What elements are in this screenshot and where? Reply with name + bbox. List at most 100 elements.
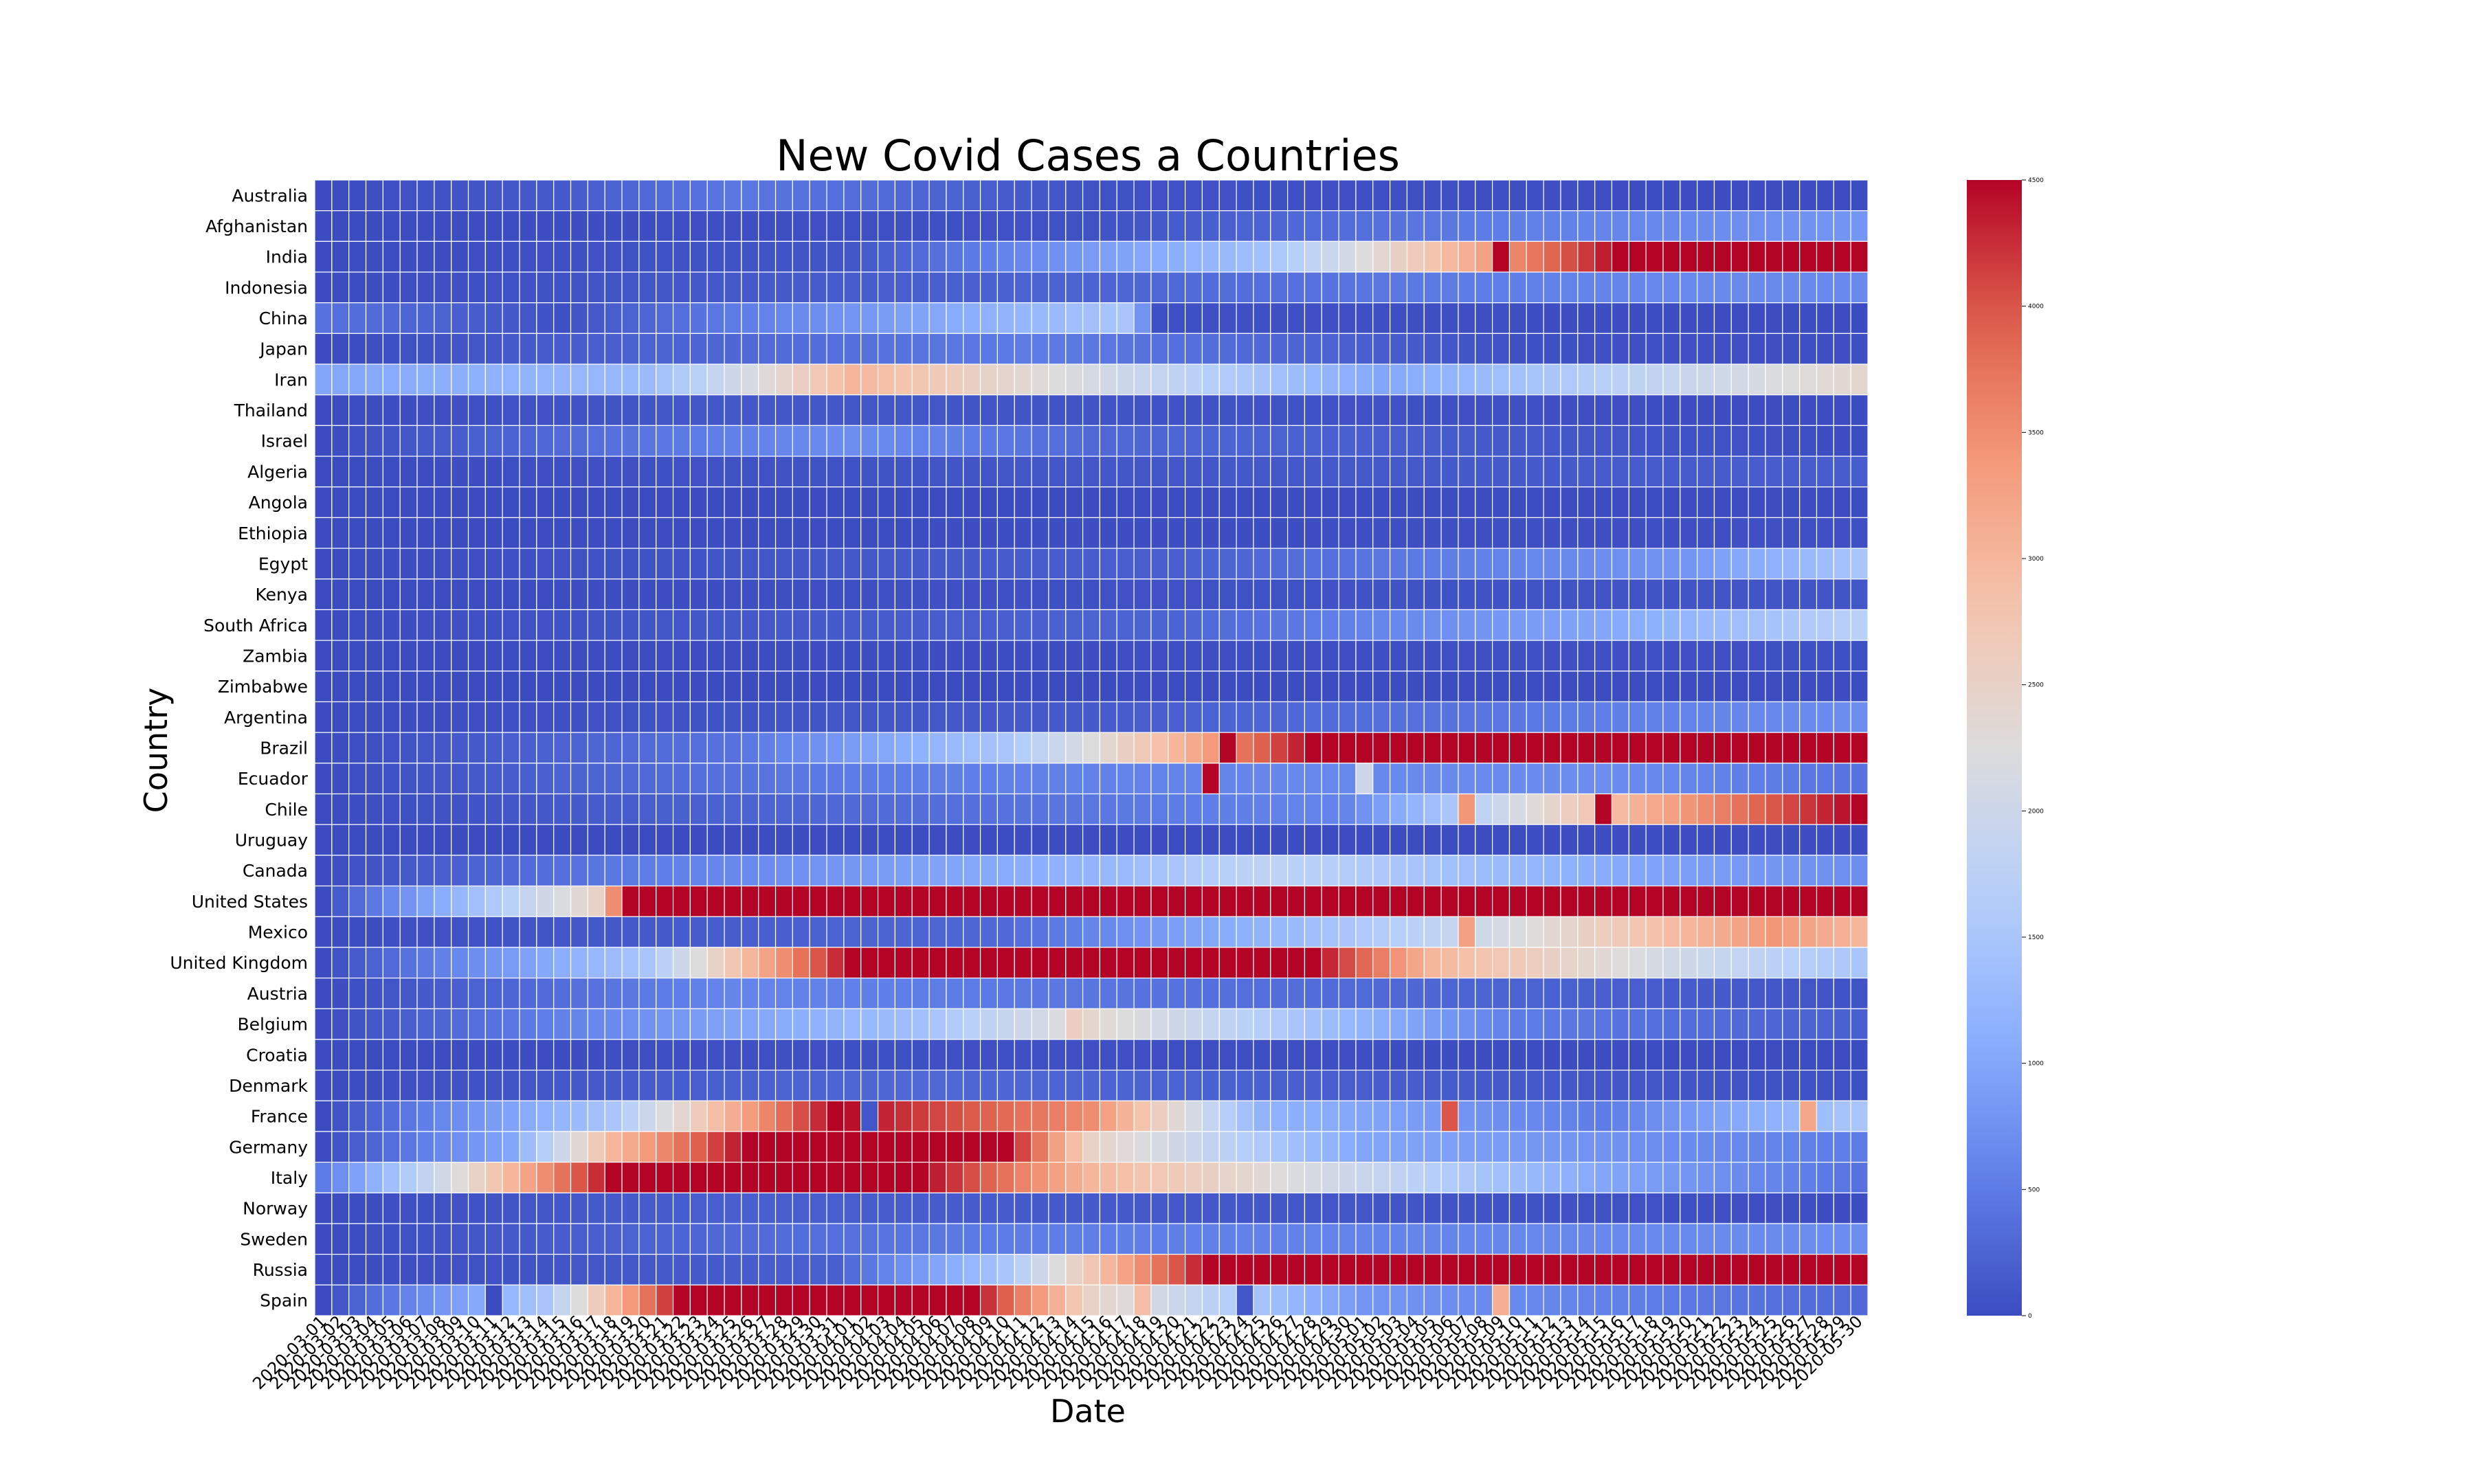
heatmap-cell (1816, 977, 1834, 1009)
heatmap-cell (1321, 1069, 1339, 1101)
heatmap-cell (1799, 1131, 1818, 1163)
heatmap-cell (1099, 763, 1117, 795)
heatmap-cell (1799, 1254, 1818, 1285)
heatmap-cell (1133, 701, 1152, 733)
heatmap-cell (331, 302, 350, 334)
heatmap-cell (1082, 947, 1101, 979)
heatmap-cell (1338, 1162, 1357, 1193)
heatmap-cell (1236, 1069, 1254, 1101)
heatmap-cell (1201, 486, 1220, 519)
heatmap-cell (502, 1069, 520, 1101)
heatmap-cell (1713, 1008, 1732, 1040)
colorbar-tick-label: 4500 (2028, 177, 2044, 184)
heatmap-cell (587, 394, 605, 427)
heatmap-cell (1713, 425, 1732, 457)
country-tick-label: Zambia (243, 647, 308, 666)
heatmap-cell (1662, 210, 1681, 242)
heatmap-cell (843, 732, 862, 764)
heatmap-cell (1748, 916, 1766, 948)
heatmap-cell (1236, 240, 1254, 273)
heatmap-cell (348, 210, 367, 242)
heatmap-cell (553, 977, 572, 1009)
heatmap-cell (1065, 210, 1084, 242)
heatmap-cell (894, 977, 913, 1009)
heatmap-cell (979, 609, 999, 641)
heatmap-cell (894, 240, 913, 273)
heatmap-cell (877, 609, 896, 641)
heatmap-cell (1133, 793, 1152, 825)
heatmap-cell (758, 1039, 777, 1071)
heatmap-cell (519, 240, 537, 273)
heatmap-cell (843, 1100, 862, 1132)
heatmap-cell (434, 640, 452, 672)
heatmap-cell (1475, 1223, 1493, 1255)
heatmap-cell (467, 824, 486, 856)
heatmap-cell (1406, 425, 1425, 457)
heatmap-cell (399, 456, 418, 488)
heatmap-cell (1816, 578, 1834, 611)
heatmap-cell (1440, 671, 1459, 703)
heatmap-cell (1286, 824, 1306, 856)
heatmap-cell (1270, 456, 1289, 488)
heatmap-cell (1014, 333, 1032, 365)
heatmap-cell (758, 1100, 777, 1132)
heatmap-cell (365, 793, 383, 825)
heatmap-cell (1390, 333, 1408, 365)
heatmap-cell (502, 363, 520, 396)
heatmap-cell (1748, 977, 1766, 1009)
heatmap-cell (467, 793, 486, 825)
heatmap-cell (1099, 947, 1117, 979)
heatmap-cell (1628, 363, 1647, 396)
heatmap-cell (1236, 394, 1254, 427)
heatmap-cell (1048, 885, 1067, 917)
heatmap-cell (1236, 947, 1254, 979)
heatmap-cell (1560, 1008, 1579, 1040)
heatmap-cell (1850, 1069, 1869, 1101)
heatmap-cell (1218, 885, 1237, 917)
heatmap-cell (604, 1131, 623, 1163)
heatmap-cell (1611, 671, 1629, 703)
heatmap-cell (1270, 1162, 1289, 1193)
heatmap-cell (1133, 732, 1152, 764)
country-tick-label: Croatia (246, 1045, 308, 1065)
heatmap-cell (467, 977, 486, 1009)
heatmap-cell (416, 763, 435, 795)
heatmap-cell (416, 671, 435, 703)
heatmap-cell (1713, 578, 1732, 611)
heatmap-cell (587, 1254, 605, 1285)
heatmap-cell (894, 179, 913, 212)
heatmap-cell (365, 210, 383, 242)
heatmap-cell (894, 1069, 913, 1101)
heatmap-cell (656, 1069, 674, 1101)
heatmap-cell (911, 210, 930, 242)
heatmap-cell (724, 1162, 742, 1193)
heatmap-cell (1014, 456, 1032, 488)
heatmap-cell (331, 486, 350, 519)
heatmap-cell (1253, 1069, 1271, 1101)
heatmap-cell (399, 1100, 418, 1132)
heatmap-cell (1082, 855, 1101, 887)
heatmap-cell (1577, 732, 1596, 764)
heatmap-cell (1850, 363, 1869, 396)
heatmap-cell (1423, 548, 1442, 580)
heatmap-cell (1850, 1162, 1869, 1193)
heatmap-cell (1355, 486, 1374, 519)
heatmap-cell (1645, 240, 1664, 273)
heatmap-cell (1031, 701, 1049, 733)
heatmap-cell (570, 302, 588, 334)
heatmap-cell (1594, 1039, 1613, 1071)
heatmap-cell (689, 855, 708, 887)
heatmap-cell (1782, 456, 1801, 488)
heatmap-cell (1543, 1162, 1561, 1193)
heatmap-cell (1680, 394, 1698, 427)
heatmap-cell (1645, 517, 1664, 549)
heatmap-cell (672, 456, 691, 488)
heatmap-cell (1082, 1131, 1101, 1163)
heatmap-cell (1577, 456, 1596, 488)
heatmap-cell (1133, 394, 1152, 427)
heatmap-cell (451, 1008, 469, 1040)
heatmap-cell (928, 1192, 947, 1224)
heatmap-cell (570, 732, 588, 764)
heatmap-cell (1372, 824, 1391, 856)
heatmap-cell (1065, 394, 1084, 427)
